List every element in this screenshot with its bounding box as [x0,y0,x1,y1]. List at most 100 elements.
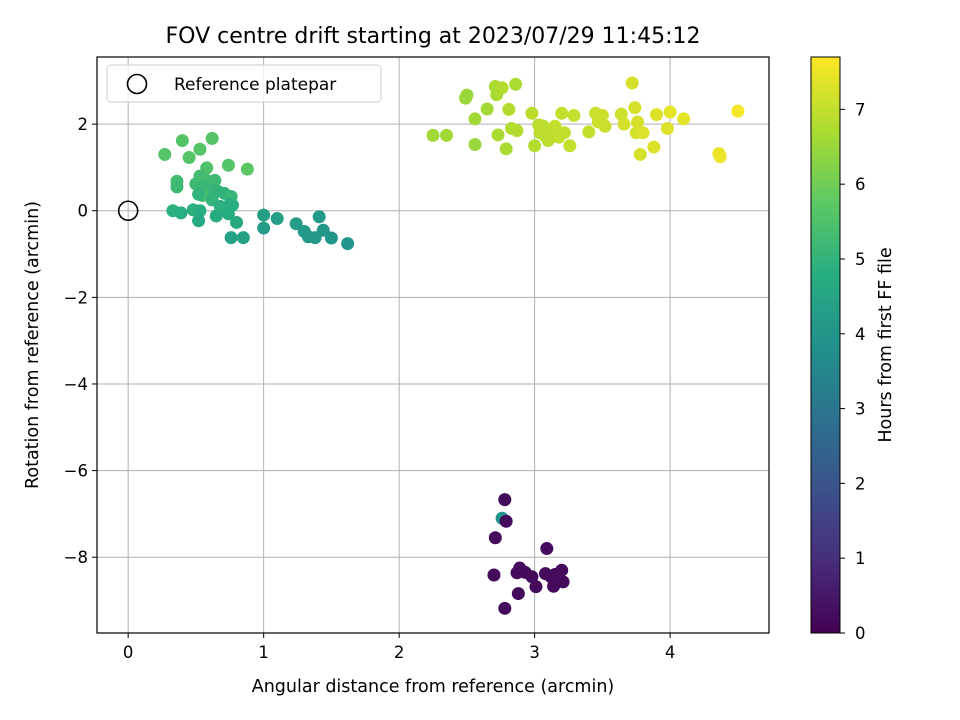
scatter-point [677,112,691,126]
scatter-point [567,108,581,122]
scatter-point [312,210,326,224]
scatter-point [174,206,188,220]
scatter-point [528,139,542,153]
scatter-point [628,101,642,115]
scatter-point [499,142,513,156]
scatter-point [221,207,235,221]
x-tick-label: 1 [258,643,269,662]
scatter-point [270,212,284,226]
scatter-point [541,134,555,148]
scatter-point [555,563,569,577]
colorbar-label: Hours from first FF file [876,247,896,442]
legend: Reference platepar [106,64,382,103]
scatter-point [548,119,562,133]
scatter-point [468,112,482,126]
scatter-point [556,575,570,589]
scatter-point [480,102,494,116]
scatter-point [499,514,513,528]
scatter-point [230,215,244,229]
scatter-point [495,81,509,95]
scatter-point [182,150,196,164]
y-axis-label: Rotation from reference (arcmin) [23,201,43,489]
colorbar-tick-label: 2 [855,474,866,493]
scatter-point [631,115,645,129]
y-tick-label: −8 [64,548,88,567]
y-tick-label: −6 [64,462,88,481]
y-tick-label: −2 [64,288,88,307]
x-tick-label: 2 [394,643,405,662]
scatter-point [598,119,612,133]
y-axis-ticks: −8 −6 −4 −2 0 2 [64,115,97,567]
colorbar-gradient [810,56,841,634]
legend-label: Reference platepar [174,75,336,95]
scatter-point [488,531,502,545]
scatter-point [498,493,512,507]
x-tick-label: 3 [529,643,540,662]
scatter-point [529,580,543,594]
colorbar-tick-label: 1 [855,549,866,568]
scatter-point [289,217,303,231]
reference-point-marker [117,200,139,222]
scatter-point [440,128,454,142]
scatter-point [316,223,330,237]
scatter-point [498,601,512,615]
y-tick-label: −4 [64,375,88,394]
scatter-point [193,204,207,218]
scatter-point [460,88,474,102]
scatter-point [324,231,338,245]
scatter-point [636,126,650,140]
scatter-point [731,104,745,118]
scatter-point [625,76,639,90]
y-tick-label: 0 [78,202,89,221]
chart-title: FOV centre drift starting at 2023/07/29 … [166,24,701,49]
scatter-point [192,187,206,201]
scatter-point [426,128,440,142]
scatter-point [510,124,524,138]
scatter-point [650,108,664,122]
colorbar-tick-label: 5 [855,250,866,269]
x-axis-label: Angular distance from reference (arcmin) [252,677,615,697]
scatter-point [193,142,207,156]
scatter-point [617,117,631,131]
grid-lines [97,57,769,633]
scatter-point [257,221,271,235]
scatter-point [221,158,235,172]
scatter-point [563,139,577,153]
scatter-point [555,106,569,120]
scatter-point [511,587,525,601]
scatter-point [257,208,271,222]
scatter-point [209,209,223,223]
x-axis-ticks: 0 1 2 3 4 [123,633,675,662]
scatter-point [582,125,596,139]
scatter-point [158,147,172,161]
scatter-point [491,128,505,142]
colorbar: 0 1 2 3 4 5 6 7 Hours from first FF file [810,56,896,643]
colorbar-tick-label: 7 [855,100,866,119]
scatter-point [660,121,674,135]
colorbar-ticks: 0 1 2 3 4 5 6 7 [840,100,866,643]
scatter-point [341,237,355,251]
scatter-point [236,231,250,245]
scatter-point [224,231,238,245]
scatter-point [540,542,554,556]
scatter-point [633,147,647,161]
scatter-point [502,102,516,116]
scatter-point [525,106,539,120]
colorbar-tick-label: 0 [855,624,866,643]
scatter-point [175,134,189,148]
data-points [158,76,745,615]
x-tick-label: 4 [665,643,676,662]
colorbar-tick-label: 4 [855,325,866,344]
legend-box [106,64,382,103]
scatter-point [240,162,254,176]
colorbar-tick-label: 3 [855,400,866,419]
y-tick-label: 2 [78,115,89,134]
scatter-point [192,214,206,228]
scatter-point [595,108,609,122]
scatter-point [557,126,571,140]
scatter-point [170,180,184,194]
scatter-point [713,150,727,164]
scatter-point [663,105,677,119]
scatter-point [205,131,219,145]
scatter-point [487,568,501,582]
